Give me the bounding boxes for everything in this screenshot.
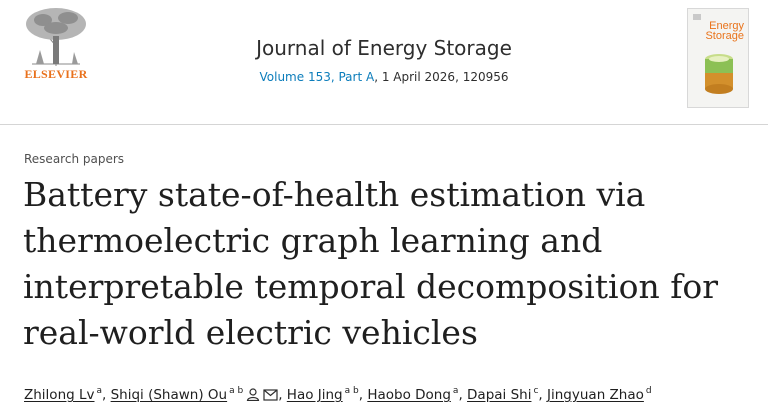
cover-battery-image — [705, 54, 733, 94]
author-link[interactable]: Hao Jing — [286, 387, 343, 403]
affiliation-marker[interactable]: c — [533, 386, 539, 396]
article-title-line: real-world electric vehicles — [23, 313, 478, 352]
journal-cover[interactable]: Energy Storage — [687, 8, 749, 108]
affiliation-marker[interactable]: a — [96, 386, 103, 396]
author-link[interactable]: Jingyuan Zhao — [547, 387, 644, 403]
cover-logo-mark — [693, 14, 701, 20]
header-divider — [0, 124, 768, 125]
envelope-icon[interactable] — [263, 389, 278, 405]
cover-title-line2: Storage — [705, 30, 744, 42]
elsevier-logo[interactable] — [18, 6, 94, 86]
article-title-line: interpretable temporal decomposition for — [23, 267, 719, 306]
author-list: Zhilong Lv a, Shiqi (Shawn) Ou a b, Hao Ji… — [24, 386, 652, 405]
elsevier-tree-logo — [18, 6, 94, 68]
article-header: ELSEVIER Journal of Energy Storage Volum… — [0, 0, 768, 120]
affiliation-marker[interactable]: a b — [344, 386, 359, 396]
cover-title-line1: Energy — [709, 20, 744, 32]
author-link[interactable]: Shiqi (Shawn) Ou — [110, 387, 228, 403]
article-title-line: thermoelectric graph learning and — [23, 221, 603, 260]
article-title: Battery state-of-health estimation via t… — [23, 172, 753, 356]
author-link[interactable]: Haobo Dong — [367, 387, 451, 403]
volume-date-article: , 1 April 2026, 120956 — [374, 70, 509, 84]
person-icon[interactable] — [246, 388, 260, 405]
volume-info: Volume 153, Part A, 1 April 2026, 120956 — [0, 70, 768, 84]
article-section-label: Research papers — [24, 152, 125, 166]
author-link[interactable]: Dapai Shi — [467, 387, 532, 403]
author-link[interactable]: Zhilong Lv — [24, 387, 95, 403]
affiliation-marker[interactable]: a — [452, 386, 459, 396]
cover-title: Energy Storage — [705, 20, 744, 42]
affiliation-marker[interactable]: a b — [229, 386, 244, 396]
volume-link[interactable]: Volume 153, Part A — [259, 70, 375, 84]
article-title-line: Battery state-of-health estimation via — [23, 175, 646, 214]
affiliation-marker[interactable]: d — [645, 386, 652, 396]
journal-title[interactable]: Journal of Energy Storage — [256, 36, 512, 60]
publisher-wordmark: ELSEVIER — [24, 67, 88, 81]
